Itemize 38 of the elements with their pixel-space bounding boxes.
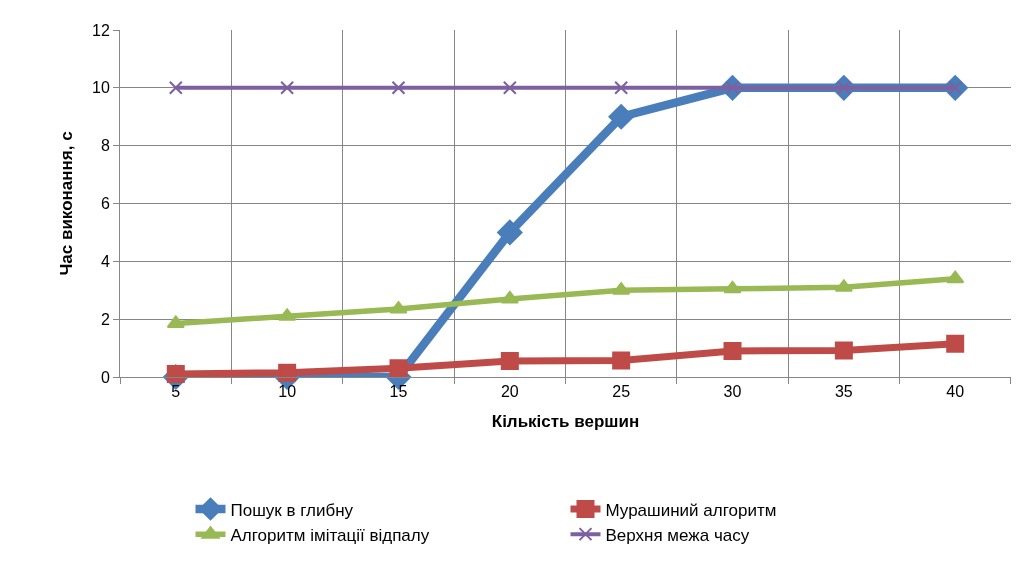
x-tick-label: 20 — [500, 383, 519, 401]
point — [500, 290, 519, 304]
point — [168, 80, 183, 95]
point — [614, 80, 629, 95]
y-tick-label: 8 — [100, 137, 110, 155]
x-tick-label: 5 — [171, 383, 181, 401]
x-axis-title: Кількість вершин — [491, 411, 640, 431]
x-tick-label: 25 — [612, 383, 631, 401]
y-tick-label: 6 — [100, 195, 110, 213]
point — [946, 270, 965, 284]
point — [391, 80, 406, 95]
y-tick-label: 4 — [100, 252, 110, 270]
point — [608, 104, 634, 130]
y-tick-label: 0 — [100, 368, 110, 386]
x-tick-label: 35 — [834, 383, 853, 401]
point — [723, 341, 742, 360]
point — [497, 219, 523, 246]
legend-label: Верхня межа часу — [605, 525, 750, 545]
y-tick-label: 10 — [92, 79, 110, 97]
x-tick-label: 40 — [946, 383, 965, 401]
legend-label: Мурашиний алгоритм — [605, 500, 777, 520]
point — [612, 351, 631, 370]
point — [723, 280, 742, 294]
legend-label: Алгоритм імітації відпалу — [230, 525, 430, 545]
x-tick-label: 30 — [723, 383, 742, 401]
y-tick-label: 2 — [100, 310, 110, 328]
point — [834, 341, 853, 360]
legend-label: Пошук в глибну — [230, 500, 354, 520]
point — [502, 80, 517, 95]
point — [280, 80, 295, 95]
x-tick-label: 15 — [389, 383, 408, 401]
point — [500, 352, 519, 371]
x-tick-label: 10 — [278, 383, 297, 401]
point — [389, 359, 408, 378]
point — [278, 363, 297, 382]
y-tick-label: 12 — [92, 21, 110, 39]
y-axis-title: Час виконання, с — [56, 131, 76, 276]
point — [946, 334, 965, 353]
